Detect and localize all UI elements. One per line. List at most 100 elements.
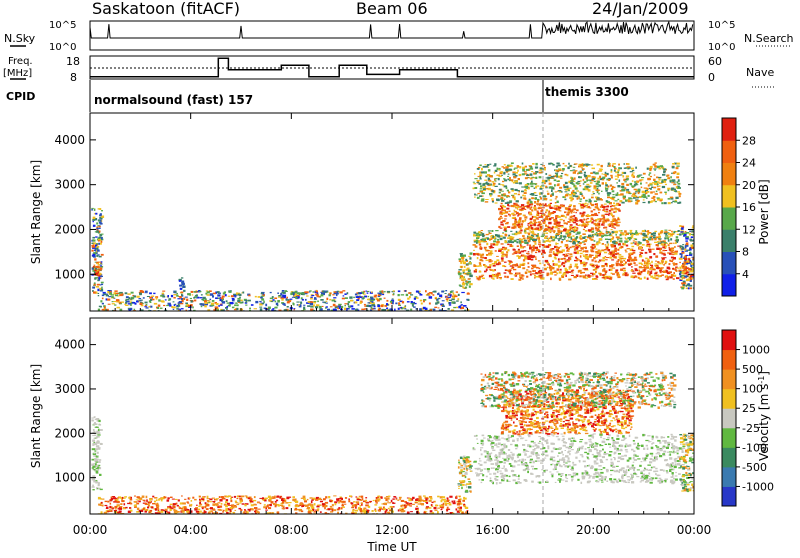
data-point xyxy=(557,181,560,182)
data-point xyxy=(518,178,520,180)
data-point xyxy=(644,188,647,189)
data-point xyxy=(479,271,482,273)
data-point xyxy=(168,300,171,301)
data-point xyxy=(573,242,576,244)
data-point xyxy=(591,217,593,219)
data-point xyxy=(509,272,511,274)
data-point xyxy=(462,269,465,271)
data-point xyxy=(528,226,530,228)
data-point xyxy=(651,200,654,201)
nsky-tick-top: 10^5 xyxy=(49,20,76,31)
data-point xyxy=(675,190,677,192)
data-point xyxy=(355,294,358,296)
data-point xyxy=(658,178,660,180)
data-point xyxy=(501,248,503,250)
data-point xyxy=(574,249,577,251)
data-point xyxy=(478,231,481,233)
data-point xyxy=(617,225,619,226)
data-point xyxy=(254,511,256,512)
data-point xyxy=(387,291,390,293)
data-point xyxy=(480,255,482,256)
data-point xyxy=(499,192,501,194)
data-point xyxy=(581,225,584,227)
data-point xyxy=(563,215,565,217)
data-point xyxy=(520,228,522,229)
data-point xyxy=(494,261,497,263)
data-point xyxy=(251,504,254,506)
data-point xyxy=(585,205,588,206)
data-point xyxy=(535,258,537,260)
data-point xyxy=(200,303,202,305)
data-point xyxy=(518,257,520,259)
data-point xyxy=(626,184,629,186)
data-point xyxy=(527,207,530,208)
data-point xyxy=(668,239,670,242)
data-point xyxy=(272,512,274,513)
data-point xyxy=(602,260,605,261)
data-point xyxy=(156,297,158,299)
data-point xyxy=(492,181,495,182)
data-point xyxy=(611,169,613,171)
data-point xyxy=(589,237,591,239)
data-point xyxy=(539,244,542,245)
data-point xyxy=(542,180,545,183)
data-point xyxy=(110,291,112,292)
data-point xyxy=(605,172,607,174)
data-point xyxy=(597,178,599,180)
data-point xyxy=(598,231,601,232)
data-point xyxy=(650,265,653,266)
data-point xyxy=(317,301,319,303)
data-point xyxy=(506,208,509,210)
data-point xyxy=(254,507,257,509)
data-point xyxy=(673,184,676,185)
data-point xyxy=(591,276,594,277)
data-point xyxy=(592,176,595,178)
data-point xyxy=(605,188,608,190)
data-point xyxy=(618,164,620,166)
data-point xyxy=(540,188,543,190)
data-point xyxy=(517,245,519,247)
data-point xyxy=(114,304,116,305)
data-point xyxy=(572,239,575,241)
data-point xyxy=(667,277,669,279)
data-point xyxy=(560,231,563,233)
data-point xyxy=(193,297,195,299)
data-point xyxy=(565,194,568,196)
data-point xyxy=(565,268,567,270)
data-point xyxy=(580,201,582,202)
data-point xyxy=(152,496,154,498)
data-point xyxy=(158,511,161,513)
data-point xyxy=(166,305,169,306)
data-point xyxy=(518,249,520,251)
data-point xyxy=(466,284,468,285)
data-point xyxy=(161,511,164,513)
data-point xyxy=(569,197,572,199)
data-point xyxy=(635,243,637,245)
data-point xyxy=(361,496,364,498)
data-point xyxy=(676,186,678,188)
data-point xyxy=(416,291,419,293)
data-point xyxy=(457,298,459,300)
data-point xyxy=(655,278,658,280)
data-point xyxy=(664,202,667,204)
data-point xyxy=(623,189,626,191)
data-point xyxy=(586,184,589,185)
data-point xyxy=(615,219,618,221)
data-point xyxy=(623,268,626,270)
data-point xyxy=(350,300,353,302)
data-point xyxy=(546,209,548,211)
data-point xyxy=(536,235,539,237)
data-point xyxy=(107,501,109,503)
data-point xyxy=(114,506,117,508)
data-point xyxy=(553,231,555,233)
data-point xyxy=(530,183,533,185)
data-point xyxy=(625,250,627,252)
data-point xyxy=(668,202,671,204)
data-point xyxy=(529,165,532,166)
data-point xyxy=(495,244,498,246)
data-point xyxy=(381,503,383,504)
data-point xyxy=(200,511,202,513)
data-point xyxy=(98,269,101,270)
data-point xyxy=(672,181,674,182)
data-point xyxy=(668,230,671,231)
